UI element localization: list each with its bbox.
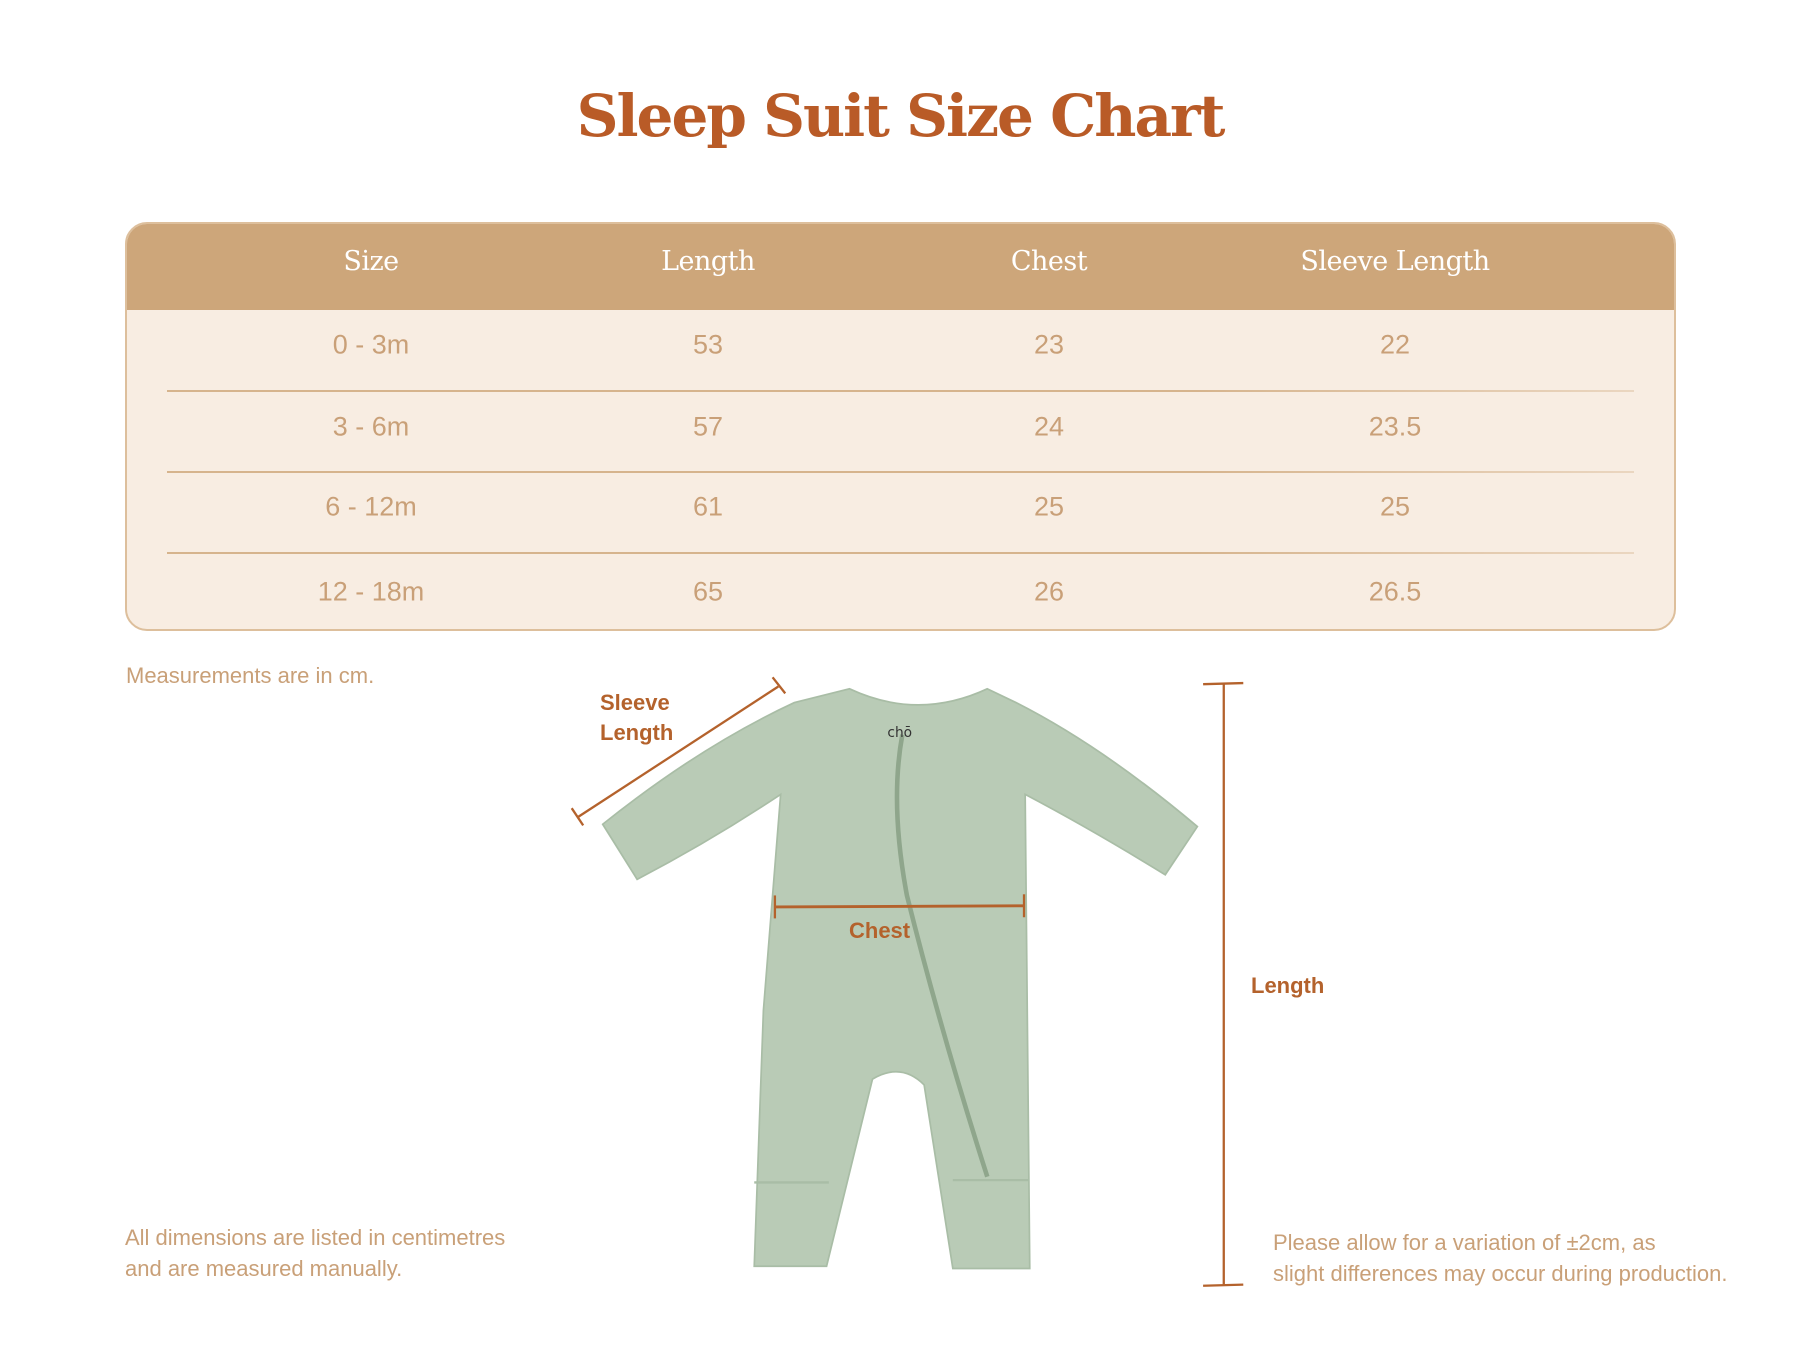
page-title: Sleep Suit Size Chart <box>576 82 1226 150</box>
sleeve-measure-tick-start <box>570 807 585 827</box>
cell-size: 6 - 12m <box>325 491 417 522</box>
cell-chest: 26 <box>1033 576 1065 607</box>
sleeve-label-line1: Sleeve <box>600 690 670 715</box>
sleeve-label-line2: Length <box>600 720 674 745</box>
cell-sleeve: 25 <box>1379 491 1411 522</box>
zipper <box>894 734 990 1178</box>
cell-sleeve: 23.5 <box>1368 411 1422 442</box>
length-label: Length <box>1251 973 1325 998</box>
dimensions-note-line2: and are measured manually. <box>125 1256 403 1281</box>
foot-cuff-seams <box>754 1178 1029 1184</box>
cell-chest: 25 <box>1033 491 1065 522</box>
sleeve-measure-line <box>576 685 779 819</box>
dimensions-note-line1: All dimensions are listed in centimetres <box>125 1225 506 1250</box>
size-table: Size Length Chest Sleeve Length 0 - 3m 5… <box>125 222 1676 631</box>
table-header: Size Length Chest Sleeve Length <box>127 224 1674 310</box>
row-divider <box>167 390 1634 392</box>
cell-length: 57 <box>692 411 724 442</box>
cell-chest: 23 <box>1033 329 1065 360</box>
units-note: Measurements are in cm. <box>126 663 375 688</box>
cell-length: 61 <box>692 491 724 522</box>
cell-chest: 24 <box>1033 411 1065 442</box>
sleeve-length-label: Sleeve Length <box>600 688 673 748</box>
length-measure-tick-top <box>1203 681 1244 686</box>
cell-sleeve: 22 <box>1379 329 1411 360</box>
header-length: Length <box>661 246 755 277</box>
cell-size: 0 - 3m <box>332 329 410 360</box>
cell-sleeve: 26.5 <box>1368 576 1422 607</box>
chest-measure-line <box>774 904 1025 909</box>
chest-label: Chest <box>849 918 911 943</box>
variation-note: Please allow for a variation of ±2cm, as… <box>1273 1227 1728 1289</box>
length-measure-tick-bottom <box>1203 1283 1244 1287</box>
cell-size: 12 - 18m <box>317 576 425 607</box>
row-divider <box>167 471 1634 473</box>
header-chest: Chest <box>1010 246 1088 277</box>
variation-note-line1: Please allow for a variation of ±2cm, as <box>1273 1230 1656 1255</box>
row-divider <box>167 552 1634 554</box>
variation-note-line2: slight differences may occur during prod… <box>1273 1261 1728 1286</box>
cell-size: 3 - 6m <box>332 411 410 442</box>
garment-logo: chō <box>887 725 912 741</box>
header-size: Size <box>343 246 399 277</box>
cell-length: 53 <box>692 329 724 360</box>
header-sleeve-length: Sleeve Length <box>1300 246 1490 277</box>
sleep-suit-image <box>601 687 1199 1270</box>
cell-length: 65 <box>692 576 724 607</box>
dimensions-note: All dimensions are listed in centimetres… <box>125 1222 505 1284</box>
sleeve-measure-tick-end <box>771 676 787 695</box>
